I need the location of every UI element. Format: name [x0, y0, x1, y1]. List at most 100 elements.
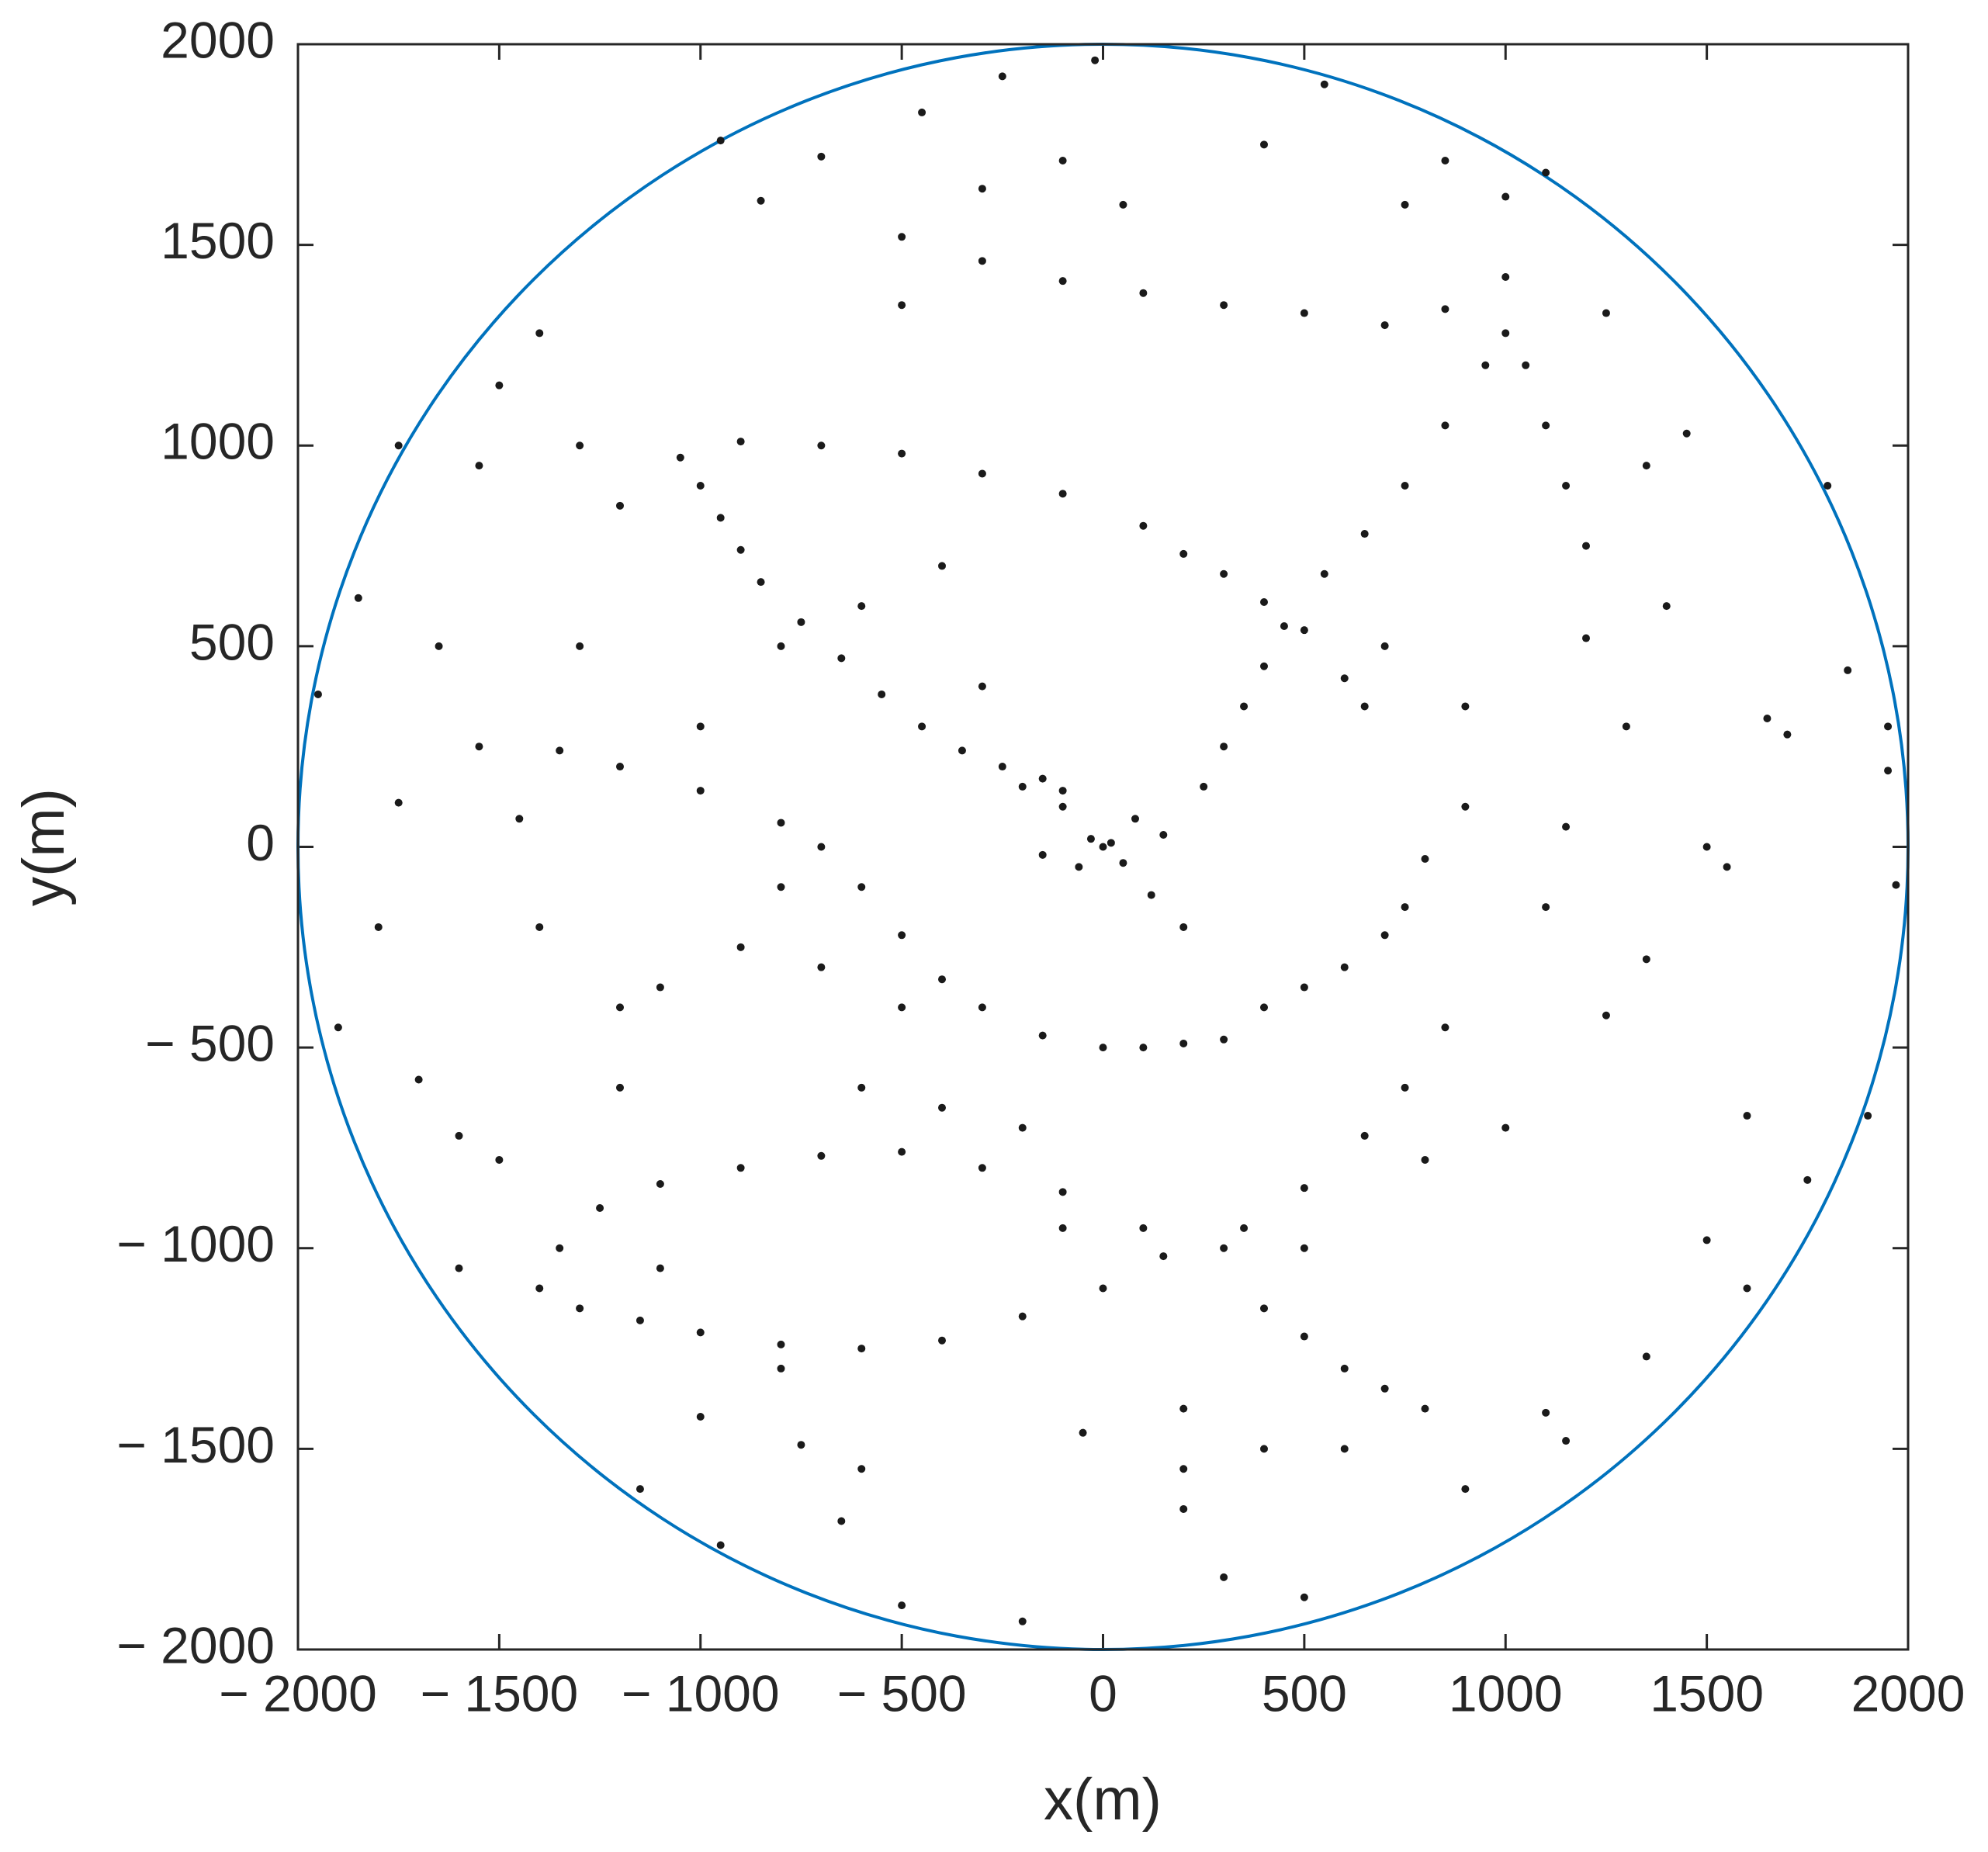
point	[1260, 140, 1268, 149]
point	[777, 819, 785, 827]
point	[1763, 714, 1772, 722]
point	[1300, 309, 1308, 317]
point	[1260, 1304, 1268, 1313]
point	[938, 975, 946, 984]
point	[918, 108, 926, 116]
point	[1723, 863, 1731, 871]
y-tick-label: − 1500	[116, 1416, 275, 1473]
point	[1884, 722, 1893, 731]
point	[535, 329, 544, 338]
x-tick-label: − 1000	[622, 1664, 780, 1722]
point	[696, 787, 705, 795]
point	[777, 642, 785, 650]
point	[716, 137, 725, 145]
point	[736, 545, 745, 554]
point	[736, 943, 745, 951]
point	[736, 1164, 745, 1172]
point	[394, 798, 403, 807]
point	[455, 1131, 463, 1140]
point	[1058, 157, 1067, 165]
point	[1702, 1236, 1711, 1244]
point	[616, 501, 624, 510]
point	[495, 1155, 504, 1164]
x-tick-label: − 500	[837, 1664, 967, 1722]
point	[1501, 273, 1510, 282]
point	[938, 1103, 946, 1112]
point	[1260, 1003, 1268, 1012]
point	[1864, 1112, 1872, 1120]
point	[1147, 891, 1155, 899]
point	[978, 1164, 986, 1172]
point	[1602, 309, 1610, 317]
point	[556, 746, 564, 755]
point	[857, 602, 866, 611]
y-tick-label: 0	[246, 814, 275, 871]
point	[374, 923, 383, 931]
point	[1602, 1011, 1610, 1019]
point	[1099, 843, 1107, 851]
point	[616, 1003, 624, 1012]
point	[656, 983, 664, 992]
point	[817, 1151, 826, 1160]
point	[1542, 903, 1550, 912]
y-tick-label: − 500	[145, 1015, 275, 1072]
point	[616, 763, 624, 771]
point	[757, 196, 765, 205]
point	[1260, 662, 1268, 670]
point	[1320, 80, 1328, 88]
point	[1823, 481, 1832, 490]
point	[656, 1179, 664, 1188]
point	[475, 743, 483, 751]
point	[535, 1284, 544, 1293]
point	[576, 642, 584, 650]
point	[1582, 542, 1590, 550]
point	[1099, 1044, 1107, 1052]
point	[1220, 1035, 1228, 1044]
point	[1240, 1224, 1249, 1232]
point	[1401, 481, 1409, 490]
point	[1220, 743, 1228, 751]
point	[1542, 421, 1550, 430]
point	[1179, 1039, 1188, 1047]
point	[898, 1148, 906, 1156]
point	[1086, 835, 1095, 843]
point	[898, 449, 906, 458]
point	[334, 1023, 342, 1032]
point	[998, 763, 1006, 771]
point	[1018, 1123, 1027, 1132]
point	[736, 438, 745, 446]
point	[696, 1328, 705, 1337]
point	[1501, 329, 1510, 338]
point	[535, 923, 544, 931]
point	[1260, 1445, 1268, 1453]
point	[1380, 642, 1389, 650]
point	[1401, 200, 1409, 209]
x-tick-label: 500	[1262, 1664, 1347, 1722]
point	[1501, 1123, 1510, 1132]
point	[394, 441, 403, 450]
point	[1018, 782, 1027, 791]
point	[1441, 305, 1449, 313]
point	[1441, 1023, 1449, 1032]
point	[1300, 1332, 1308, 1341]
point	[1300, 1184, 1308, 1193]
point	[596, 1204, 604, 1213]
point	[414, 1075, 423, 1084]
point	[696, 481, 705, 490]
point	[857, 1345, 866, 1353]
point	[978, 1003, 986, 1012]
point	[716, 1541, 725, 1549]
point	[1159, 1252, 1168, 1261]
point	[1380, 931, 1389, 940]
point	[1360, 1131, 1369, 1140]
point	[1360, 530, 1369, 538]
point	[1360, 702, 1369, 711]
point	[1139, 1224, 1148, 1232]
point	[716, 514, 725, 522]
point	[1421, 855, 1429, 864]
point	[797, 1441, 805, 1449]
point	[1562, 1437, 1571, 1445]
plot-frame	[296, 43, 1910, 1651]
point	[1200, 782, 1208, 791]
